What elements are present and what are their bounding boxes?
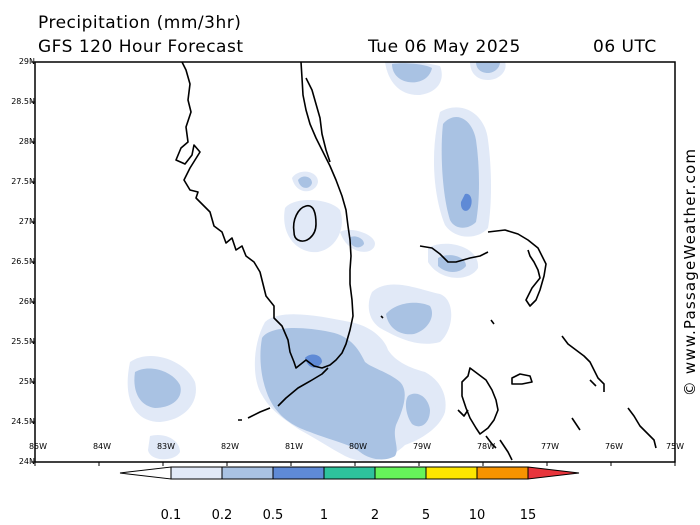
lat-label: 24.5N	[11, 417, 35, 426]
eleuthera	[561, 335, 605, 392]
legend-label: 0.5	[262, 508, 284, 523]
lon-label: 76W	[604, 442, 624, 451]
precip-medium	[134, 62, 500, 460]
lon-label: 75W	[665, 442, 685, 451]
lon-label: 85W	[28, 442, 48, 451]
forecast-time: 06 UTC	[593, 37, 657, 57]
lon-label: 81W	[284, 442, 304, 451]
lon-label: 84W	[92, 442, 112, 451]
grand-bahama	[419, 245, 489, 263]
legend-label: 15	[519, 508, 537, 523]
coastline	[175, 61, 657, 461]
lon-label: 78W	[476, 442, 496, 451]
lat-label: 27.5N	[11, 177, 35, 186]
lake-okeechobee	[292, 204, 317, 242]
lon-label: 80W	[348, 442, 368, 451]
legend-swatch	[170, 466, 223, 480]
lat-label: 24N	[18, 457, 35, 466]
legend-label: 2	[370, 508, 380, 523]
legend-label: 1	[319, 508, 329, 523]
legend-label: 5	[421, 508, 431, 523]
lat-label: 27N	[18, 217, 35, 226]
legend-arrow-right	[527, 466, 580, 480]
andros-south	[457, 409, 513, 461]
lat-label: 28N	[18, 137, 35, 146]
legend-swatch	[425, 466, 478, 480]
exuma-islands	[571, 407, 657, 449]
lon-label: 77W	[540, 442, 560, 451]
lat-label: 25N	[18, 377, 35, 386]
new-providence	[511, 373, 533, 385]
legend-arrow-left	[119, 466, 172, 480]
abaco-islands	[487, 229, 547, 307]
lat-label: 25.5N	[11, 337, 35, 346]
forecast-date: Tue 06 May 2025	[368, 37, 521, 57]
florida-indian-river	[305, 77, 331, 163]
legend-label: 0.2	[211, 508, 233, 523]
legend-swatch	[323, 466, 376, 480]
legend-swatch	[476, 466, 529, 480]
cat-island	[589, 379, 597, 387]
forecast-model-label: GFS 120 Hour Forecast	[38, 37, 244, 57]
legend-label: 0.1	[160, 508, 182, 523]
bimini	[380, 315, 384, 319]
legend-swatch	[221, 466, 274, 480]
lat-label: 26N	[18, 297, 35, 306]
lon-label: 83W	[156, 442, 176, 451]
chart-title: Precipitation (mm/3hr)	[38, 13, 242, 33]
lat-label: 28.5N	[11, 97, 35, 106]
legend-label: 10	[468, 508, 486, 523]
lat-label: 29N	[18, 57, 35, 66]
florida-west-coast	[175, 61, 354, 369]
berry-islands	[490, 319, 495, 325]
precip-heavy	[305, 193, 472, 368]
lon-label: 79W	[412, 442, 432, 451]
andros-island	[461, 367, 499, 435]
lon-label: 82W	[220, 442, 240, 451]
florida-keys	[238, 367, 329, 421]
legend-swatch	[374, 466, 427, 480]
legend-swatch	[272, 466, 325, 480]
lat-label: 26.5N	[11, 257, 35, 266]
